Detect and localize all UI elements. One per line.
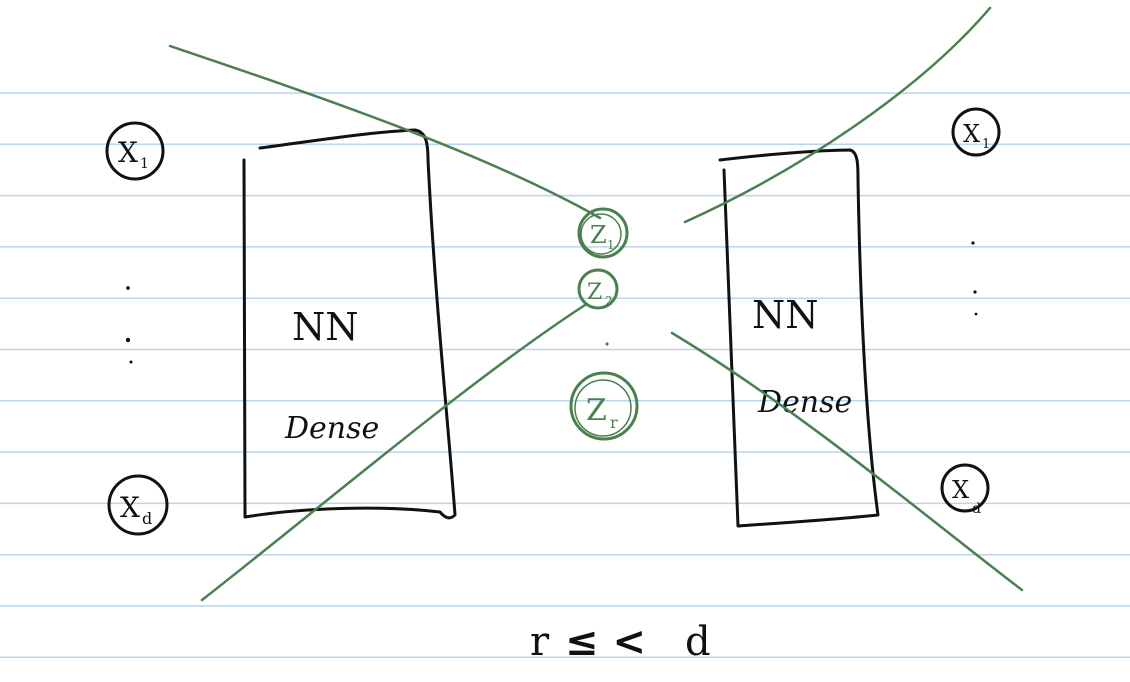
svg-text:2: 2 bbox=[605, 294, 613, 308]
output-ellipsis bbox=[971, 241, 978, 316]
decoder-sublabel: Dense bbox=[757, 385, 852, 420]
svg-text:r: r bbox=[610, 413, 618, 432]
green-line-top-right bbox=[683, 6, 992, 224]
green-line-top-left bbox=[168, 44, 602, 220]
svg-text:Z: Z bbox=[590, 221, 607, 249]
latent-ellipsis bbox=[605, 342, 609, 346]
decoder-block: NN Dense bbox=[718, 148, 880, 528]
latent-z1-node: Z 1 bbox=[577, 207, 629, 259]
svg-text:1: 1 bbox=[982, 137, 990, 152]
constraint-ops: ≤ < bbox=[565, 618, 646, 665]
output-nodes: X 1 X d bbox=[940, 107, 1001, 517]
output-xd-node: X d bbox=[940, 463, 990, 517]
svg-text:d: d bbox=[142, 509, 152, 528]
constraint-left: r bbox=[530, 619, 550, 665]
svg-text:1: 1 bbox=[607, 238, 615, 252]
input-ellipsis bbox=[125, 286, 133, 364]
svg-text:1: 1 bbox=[140, 156, 149, 172]
ruled-lines bbox=[0, 92, 1130, 659]
constraint-right: d bbox=[685, 619, 711, 665]
svg-text:Z: Z bbox=[587, 280, 602, 305]
svg-text:Z: Z bbox=[586, 393, 607, 428]
svg-text:X: X bbox=[120, 491, 140, 524]
svg-text:X: X bbox=[952, 476, 969, 504]
decoder-box bbox=[718, 148, 880, 528]
decoder-label: NN bbox=[752, 293, 819, 337]
green-strokes bbox=[168, 6, 1024, 602]
input-xd-node: X d bbox=[107, 474, 169, 536]
output-x1-node: X 1 bbox=[951, 107, 1001, 157]
latent-z2-node: Z 2 bbox=[577, 268, 619, 310]
svg-text:X: X bbox=[118, 136, 138, 169]
encoder-sublabel: Dense bbox=[284, 411, 379, 446]
input-nodes: X 1 X d bbox=[105, 121, 169, 536]
green-line-bottom-left bbox=[200, 303, 587, 602]
encoder-block: NN Dense bbox=[242, 128, 457, 520]
green-line-bottom-right bbox=[670, 331, 1024, 592]
svg-text:X: X bbox=[963, 120, 980, 148]
latent-nodes: Z 1 Z 2 Z r bbox=[569, 207, 639, 441]
encoder-box bbox=[242, 128, 457, 520]
encoder-label: NN bbox=[292, 305, 359, 349]
latent-zr-node: Z r bbox=[569, 371, 639, 441]
constraint-formula: r ≤ < d bbox=[530, 618, 711, 665]
input-x1-node: X 1 bbox=[105, 121, 165, 181]
svg-text:d: d bbox=[972, 501, 981, 517]
